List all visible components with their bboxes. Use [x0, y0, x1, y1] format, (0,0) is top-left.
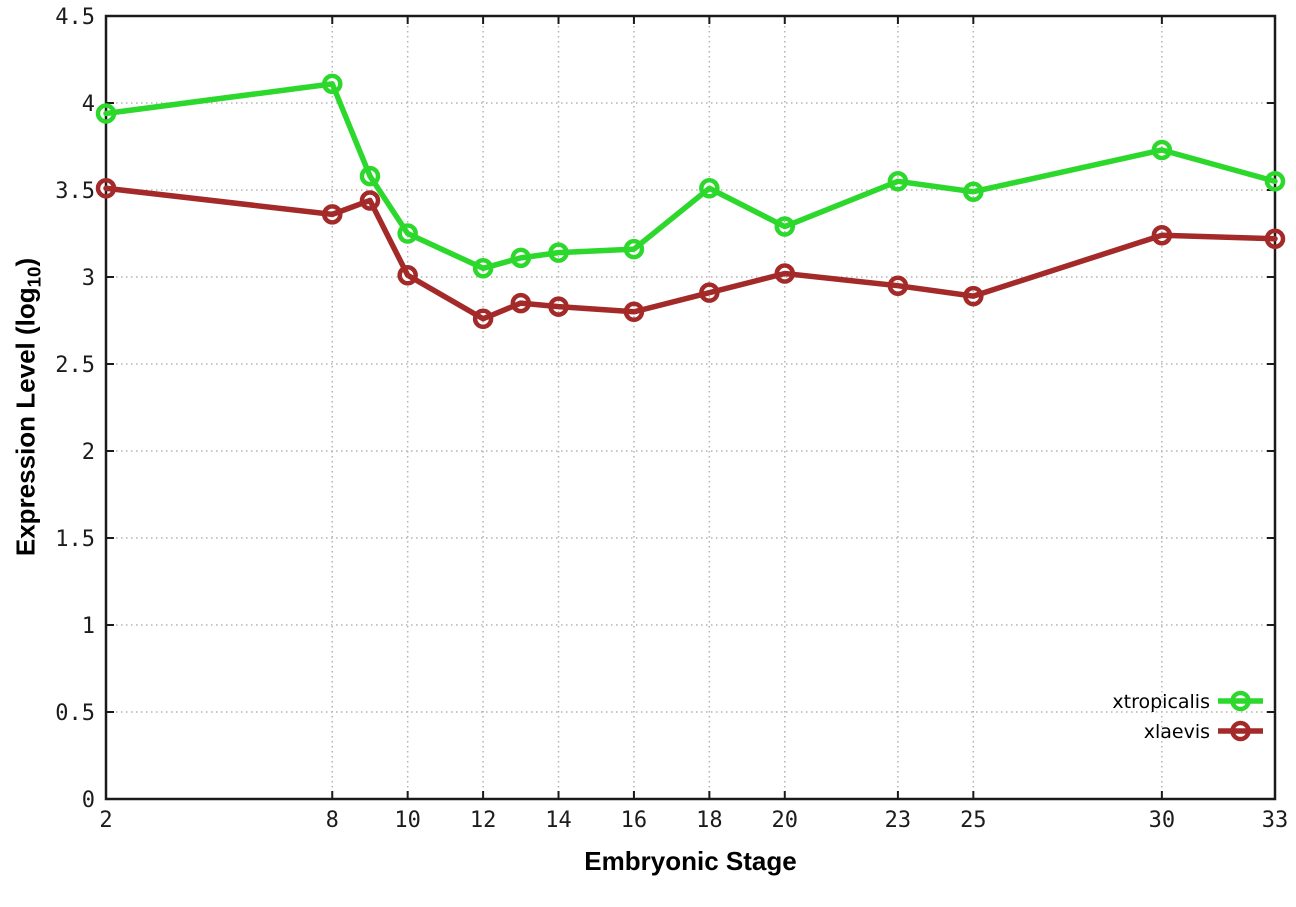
- series-xtropicalis: [95, 73, 1286, 279]
- data-point-marker: [322, 204, 343, 225]
- x-axis-title: Embryonic Stage: [584, 846, 797, 876]
- x-tick-label: 18: [696, 808, 723, 833]
- data-point-marker: [359, 190, 381, 211]
- x-tick-label: 23: [885, 808, 912, 833]
- y-tick-label: 3.5: [55, 179, 95, 204]
- x-tick-label: 10: [394, 808, 421, 833]
- y-tick-label: 0: [82, 788, 95, 813]
- axis-ticks: [105, 15, 1276, 800]
- y-tick-label: 4.5: [55, 5, 95, 30]
- data-point-marker: [774, 263, 796, 284]
- data-point-marker: [95, 103, 117, 124]
- data-point-marker: [1151, 139, 1173, 161]
- x-tick-label: 16: [621, 808, 648, 833]
- x-tick-label: 30: [1149, 808, 1176, 833]
- x-tick-label: 25: [960, 808, 987, 833]
- data-point-marker: [95, 178, 117, 199]
- plot-border: [104, 14, 1277, 801]
- x-tick-label: 8: [326, 808, 339, 833]
- y-axis-title: Expression Level (log10): [10, 258, 45, 556]
- data-point-marker: [397, 223, 418, 244]
- data-point-marker: [510, 247, 532, 269]
- data-point-marker: [322, 73, 343, 95]
- data-point-marker: [623, 238, 645, 260]
- data-point-marker: [774, 216, 796, 237]
- y-axis-title-text: Expression Level (log: [10, 287, 41, 557]
- data-point-marker: [548, 296, 569, 317]
- series-xlaevis: [95, 178, 1286, 330]
- x-tick-label: 20: [772, 808, 799, 833]
- data-point-marker: [699, 282, 720, 303]
- gridlines: [105, 15, 1276, 800]
- y-axis-title-subscript: 10: [23, 266, 45, 288]
- series-line-xtropicalis: [103, 81, 1278, 272]
- x-tick-label: 2: [99, 808, 112, 833]
- legend-sample-marker: [1230, 720, 1251, 742]
- y-tick-label: 3: [82, 266, 95, 291]
- y-tick-label: 2: [82, 440, 95, 465]
- data-point-marker: [1151, 224, 1173, 246]
- legend-label-xlaevis: xlaevis: [1144, 721, 1210, 743]
- data-point-marker: [510, 292, 532, 314]
- series-line-xlaevis: [103, 185, 1278, 322]
- y-tick-label: 1.5: [55, 527, 95, 552]
- x-tick-label: 12: [470, 808, 497, 833]
- y-tick-label: 4: [82, 92, 95, 117]
- y-tick-label: 2.5: [55, 353, 95, 378]
- data-point-marker: [472, 258, 494, 279]
- y-axis-title-suffix: ): [10, 257, 41, 267]
- x-tick-labels: 2 8 10 12 14 16 18 20 23 25 30 33: [99, 808, 1288, 833]
- x-tick-label: 14: [545, 808, 572, 833]
- data-point-marker: [699, 178, 720, 199]
- data-point-marker: [887, 275, 909, 296]
- data-point-marker: [963, 285, 984, 307]
- legend: xtropicalis xlaevis: [1112, 690, 1263, 743]
- x-tick-label: 33: [1262, 808, 1289, 833]
- data-point-marker: [1264, 228, 1286, 249]
- data-point-marker: [887, 171, 909, 192]
- data-point-marker: [963, 181, 984, 202]
- data-point-marker: [359, 165, 381, 187]
- y-tick-labels: 0 0.5 1 1.5 2 2.5 3 3.5 4 4.5: [55, 5, 95, 813]
- legend-label-xtropicalis: xtropicalis: [1112, 691, 1210, 713]
- data-point-marker: [472, 308, 494, 330]
- data-point-marker: [397, 265, 418, 286]
- data-point-marker: [623, 301, 645, 323]
- data-point-marker: [548, 242, 569, 263]
- y-tick-label: 0.5: [55, 701, 95, 726]
- data-point-marker: [1264, 171, 1286, 192]
- legend-sample-marker: [1230, 690, 1251, 712]
- y-tick-label: 1: [82, 614, 95, 639]
